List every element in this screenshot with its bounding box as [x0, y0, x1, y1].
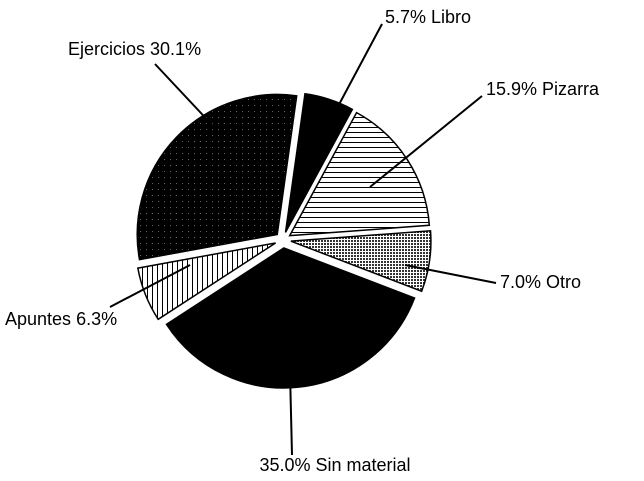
- slice-value: 6.3%: [76, 309, 117, 329]
- slice-label: Apuntes 6.3%: [5, 309, 117, 329]
- pie-slice: [284, 92, 354, 233]
- slice-value: 15.9%: [486, 79, 537, 99]
- leader-line: [109, 264, 191, 308]
- slice-label: 35.0% Sin material: [259, 455, 410, 475]
- slice-label: 7.0% Otro: [500, 272, 581, 292]
- slice-name: Otro: [546, 272, 581, 292]
- leader-line: [404, 264, 497, 284]
- leader-line: [289, 371, 293, 456]
- leader-line: [154, 63, 216, 129]
- slice-value: 5.7%: [385, 7, 426, 27]
- leader-line: [369, 95, 483, 188]
- pie-slice: [136, 242, 276, 321]
- slice-value: 35.0%: [259, 455, 310, 475]
- leader-line: [334, 23, 383, 113]
- pie-slice: [290, 230, 432, 293]
- slice-label: 5.7% Libro: [385, 7, 471, 27]
- slice-name: Ejercicios: [68, 39, 145, 59]
- slice-name: Pizarra: [542, 79, 600, 99]
- slice-value: 30.1%: [150, 39, 201, 59]
- pie-slice: [136, 93, 298, 261]
- slice-value: 7.0%: [500, 272, 541, 292]
- slice-name: Sin material: [316, 455, 411, 475]
- pie-slice: [288, 111, 431, 237]
- slice-name: Libro: [431, 7, 471, 27]
- pie-slice: [165, 247, 416, 389]
- slice-name: Apuntes: [5, 309, 71, 329]
- slice-label: 15.9% Pizarra: [486, 79, 600, 99]
- slice-label: Ejercicios 30.1%: [68, 39, 201, 59]
